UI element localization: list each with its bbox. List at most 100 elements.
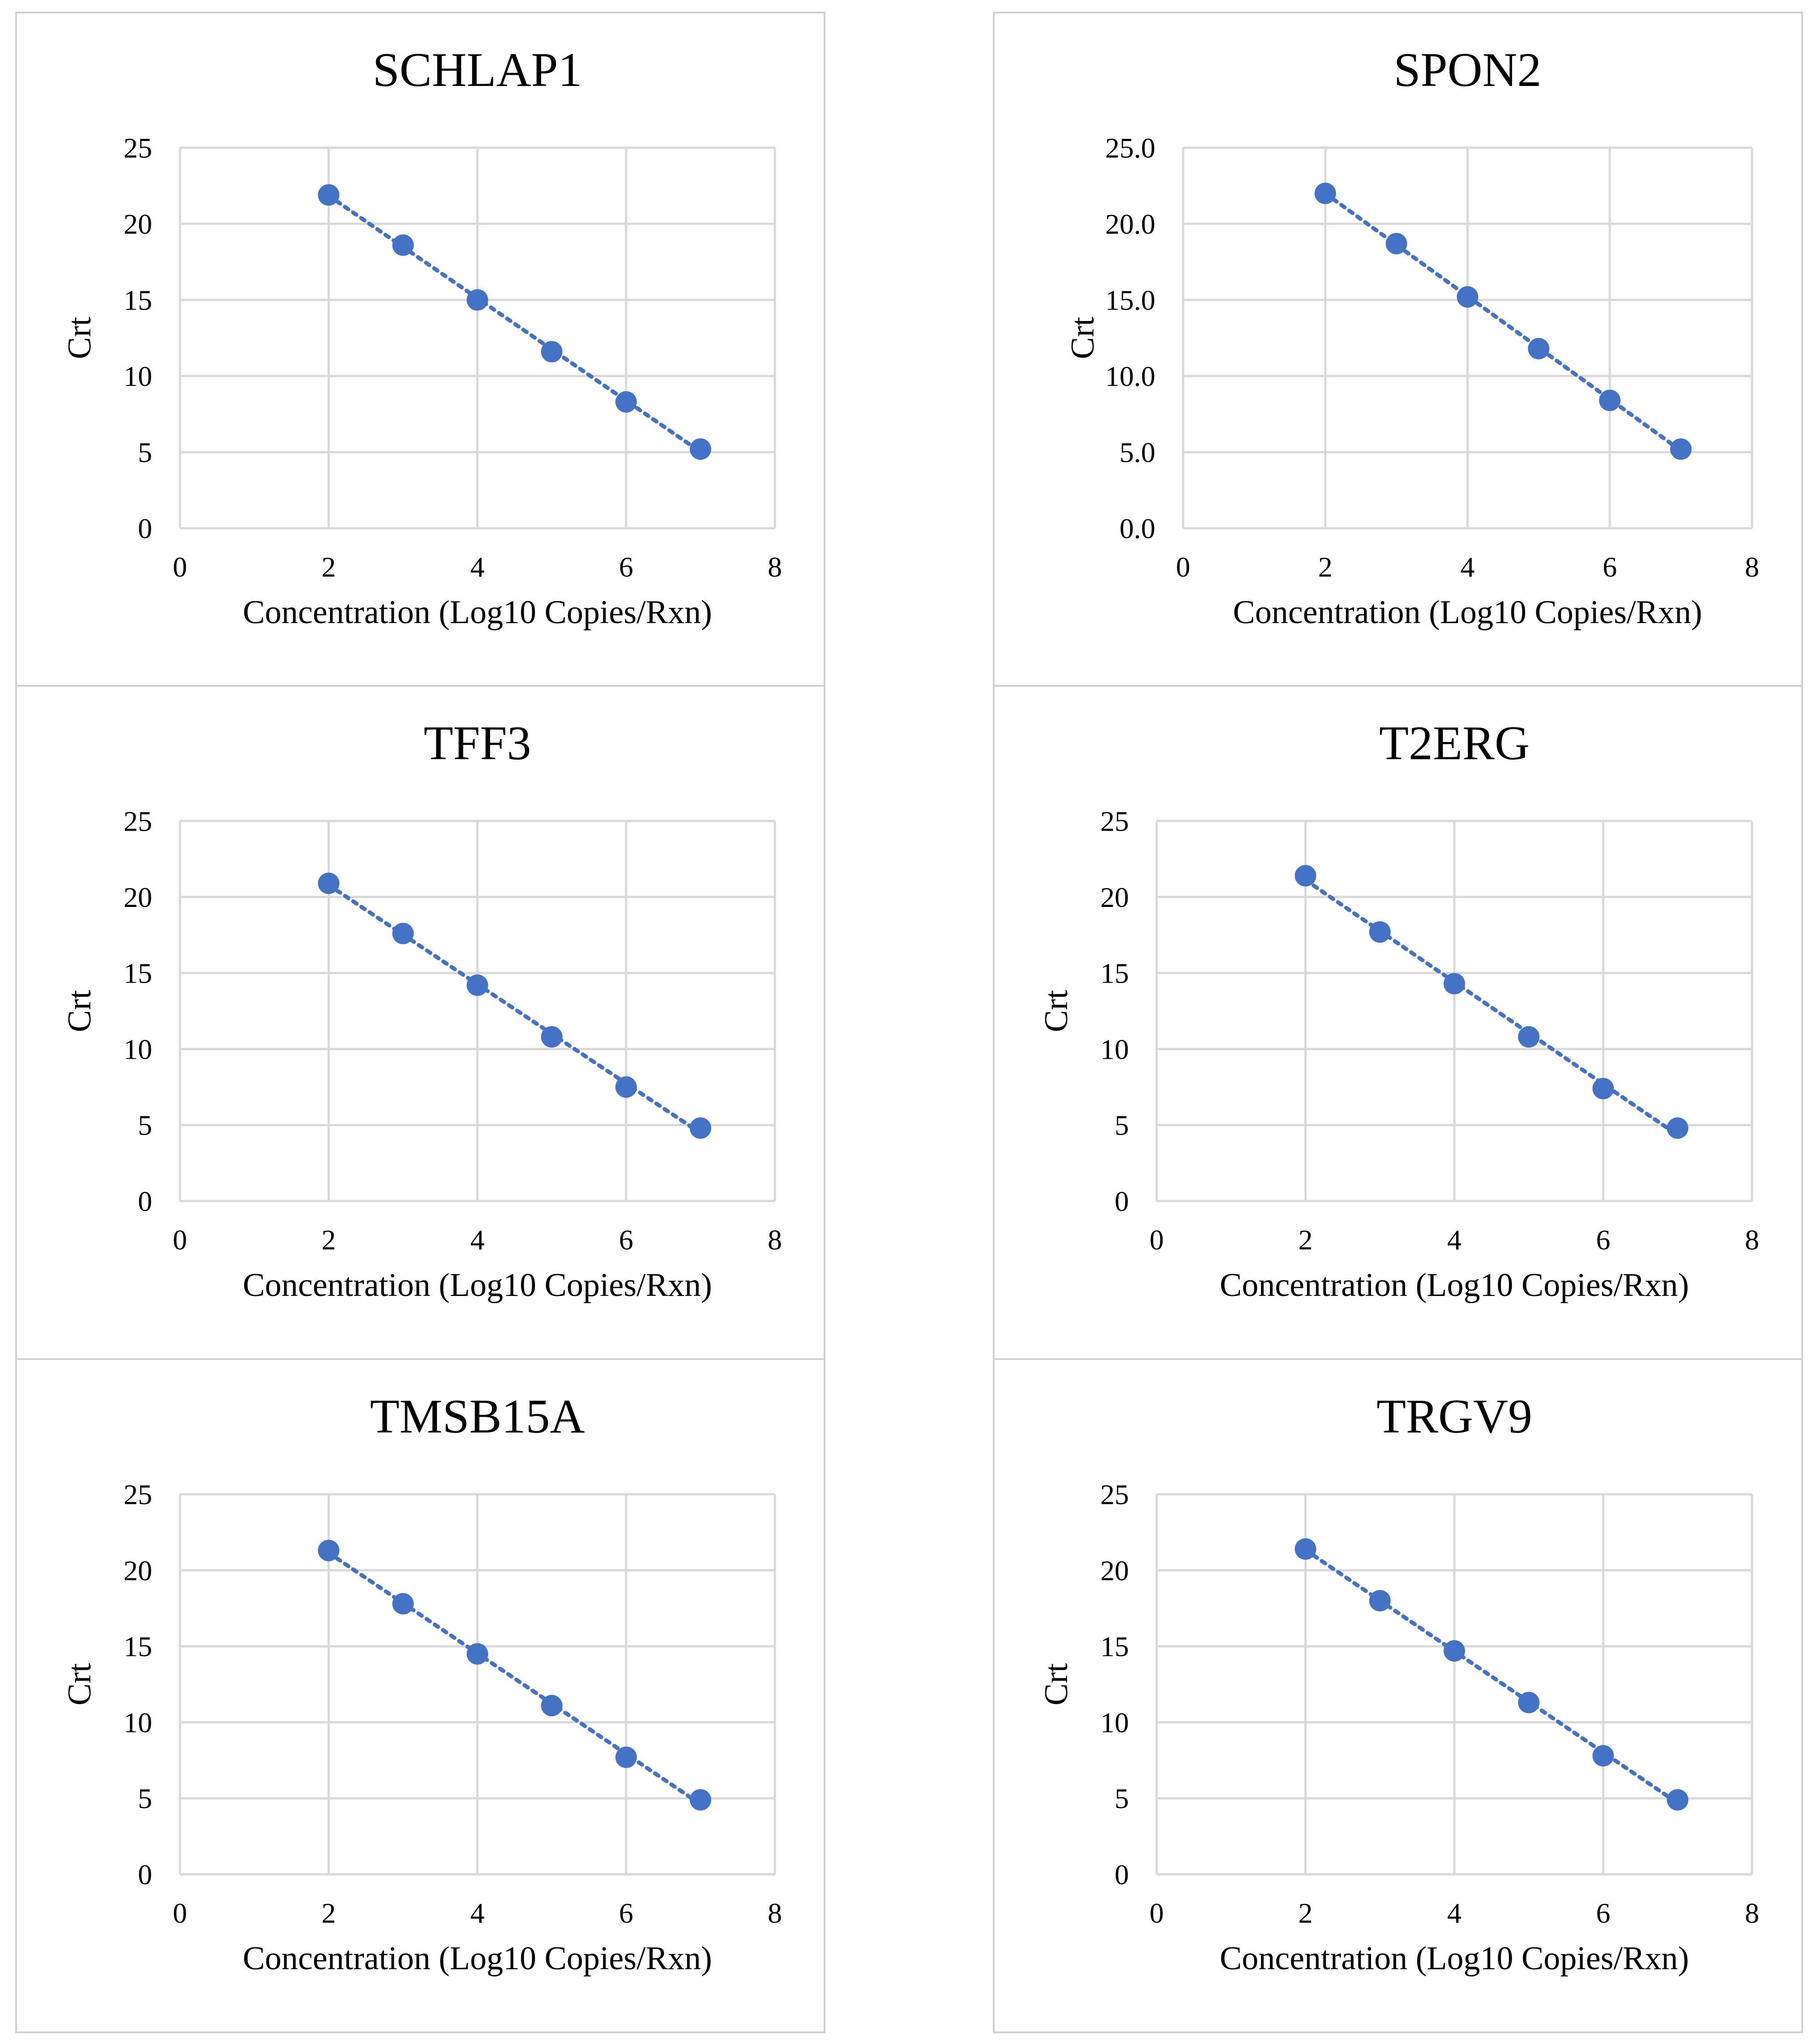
chart-panel-frame [15,685,825,1360]
data-point [318,872,340,894]
x-tick-label: 6 [1603,551,1617,583]
trendline [1323,191,1683,453]
x-tick-label: 2 [321,551,336,583]
data-point [1295,865,1316,887]
x-axis-title: Concentration (Log10 Copies/Rxn) [243,1267,712,1304]
chart-title: TRGV9 [1376,1390,1532,1443]
y-tick-label: 25 [1100,1479,1129,1510]
data-point [466,1643,488,1665]
y-tick-label: 10 [124,1706,152,1738]
data-point [1667,1789,1688,1811]
data-point [318,184,340,206]
x-tick-label: 2 [1299,1897,1313,1929]
chart-panel-6: TRGV9 0 5 10 15 20 25 0 2 4 6 8 Concentration (Log10… [993,1358,1803,2033]
chart-panel-frame [15,1358,825,2033]
data-point [1444,973,1465,995]
x-tick-label: 8 [768,1224,782,1256]
x-tick-label: 2 [321,1897,336,1929]
chart-panel-frame [993,12,1803,687]
y-tick-label: 0 [138,513,152,544]
data-point [689,1789,711,1811]
trendline [326,1551,703,1806]
x-tick-label: 8 [768,1897,782,1929]
data-point [1667,1117,1688,1139]
x-tick-label: 0 [173,551,187,583]
y-tick-label: 5 [1115,1109,1129,1141]
data-point [1369,921,1391,943]
y-tick-label: 5 [138,436,152,468]
x-tick-label: 0 [173,1224,187,1256]
y-tick-label: 15 [124,1631,152,1663]
x-tick-label: 4 [470,1897,485,1929]
data-point [1599,389,1621,411]
y-tick-label: 10 [1100,1033,1129,1065]
data-point [541,341,563,363]
data-point [392,923,414,945]
x-tick-label: 0 [173,1897,187,1929]
y-axis-title: Crt [1064,316,1101,359]
y-tick-label: 5 [138,1109,152,1141]
x-tick-label: 2 [321,1224,336,1256]
x-axis-title: Concentration (Log10 Copies/Rxn) [243,1940,712,1977]
x-axis-title: Concentration (Log10 Copies/Rxn) [1220,1940,1689,1977]
x-tick-label: 4 [1447,1897,1462,1929]
data-point [466,289,488,311]
data-point [318,1539,340,1561]
x-tick-label: 8 [1745,1224,1759,1256]
y-tick-label: 25.0 [1105,132,1155,164]
y-tick-label: 10 [124,1033,152,1065]
data-point [541,1026,563,1048]
y-axis-title: Crt [1038,990,1075,1032]
data-point [1518,1026,1540,1048]
y-tick-label: 15 [1100,958,1129,989]
data-point [689,438,711,460]
x-axis-title: Concentration (Log10 Copies/Rxn) [1220,1267,1689,1304]
x-tick-label: 8 [768,551,782,583]
data-point [1314,183,1336,204]
x-axis-title: Concentration (Log10 Copies/Rxn) [1233,594,1702,631]
y-axis-title: Crt [61,1663,98,1706]
x-tick-label: 6 [619,1224,633,1256]
y-tick-label: 20 [124,208,152,240]
y-tick-label: 20.0 [1105,208,1155,240]
x-tick-label: 0 [1150,1897,1164,1929]
data-point [1592,1745,1614,1767]
data-point [1518,1692,1540,1714]
x-tick-label: 4 [470,1224,485,1256]
data-point [541,1695,563,1717]
y-tick-label: 5.0 [1120,436,1155,468]
y-tick-label: 25 [124,1479,152,1510]
data-point [689,1117,711,1139]
x-tick-label: 0 [1150,1224,1164,1256]
x-tick-label: 4 [1461,551,1475,583]
x-tick-label: 2 [1299,1224,1313,1256]
x-tick-label: 4 [1447,1224,1462,1256]
trendline [1303,878,1680,1137]
data-point [1444,1640,1465,1662]
x-tick-label: 8 [1745,1897,1759,1929]
y-tick-label: 20 [124,881,152,913]
x-tick-label: 8 [1745,551,1759,583]
y-tick-label: 0 [138,1859,152,1890]
data-point [1385,233,1407,255]
chart-title: TFF3 [423,717,531,770]
y-tick-label: 20 [124,1555,152,1586]
chart-panel-frame [993,1358,1803,2033]
data-point [1369,1590,1391,1612]
data-point [1670,438,1692,460]
data-point [466,974,488,996]
chart-panel-4: T2ERG 0 5 10 15 20 25 0 2 4 6 8 Concentration (Log10… [993,685,1803,1360]
y-tick-label: 25 [124,805,152,837]
data-point [1592,1078,1614,1099]
chart-title: T2ERG [1379,717,1530,770]
data-point [1295,1538,1316,1560]
data-point [1457,286,1479,308]
chart-title: TMSB15A [370,1390,585,1443]
y-tick-label: 25 [1100,805,1129,837]
y-tick-label: 0 [138,1185,152,1217]
data-point [392,234,414,256]
y-tick-label: 5 [138,1783,152,1814]
y-tick-label: 15 [1100,1631,1129,1663]
x-tick-label: 2 [1318,551,1333,583]
chart-title: SPON2 [1393,43,1541,97]
